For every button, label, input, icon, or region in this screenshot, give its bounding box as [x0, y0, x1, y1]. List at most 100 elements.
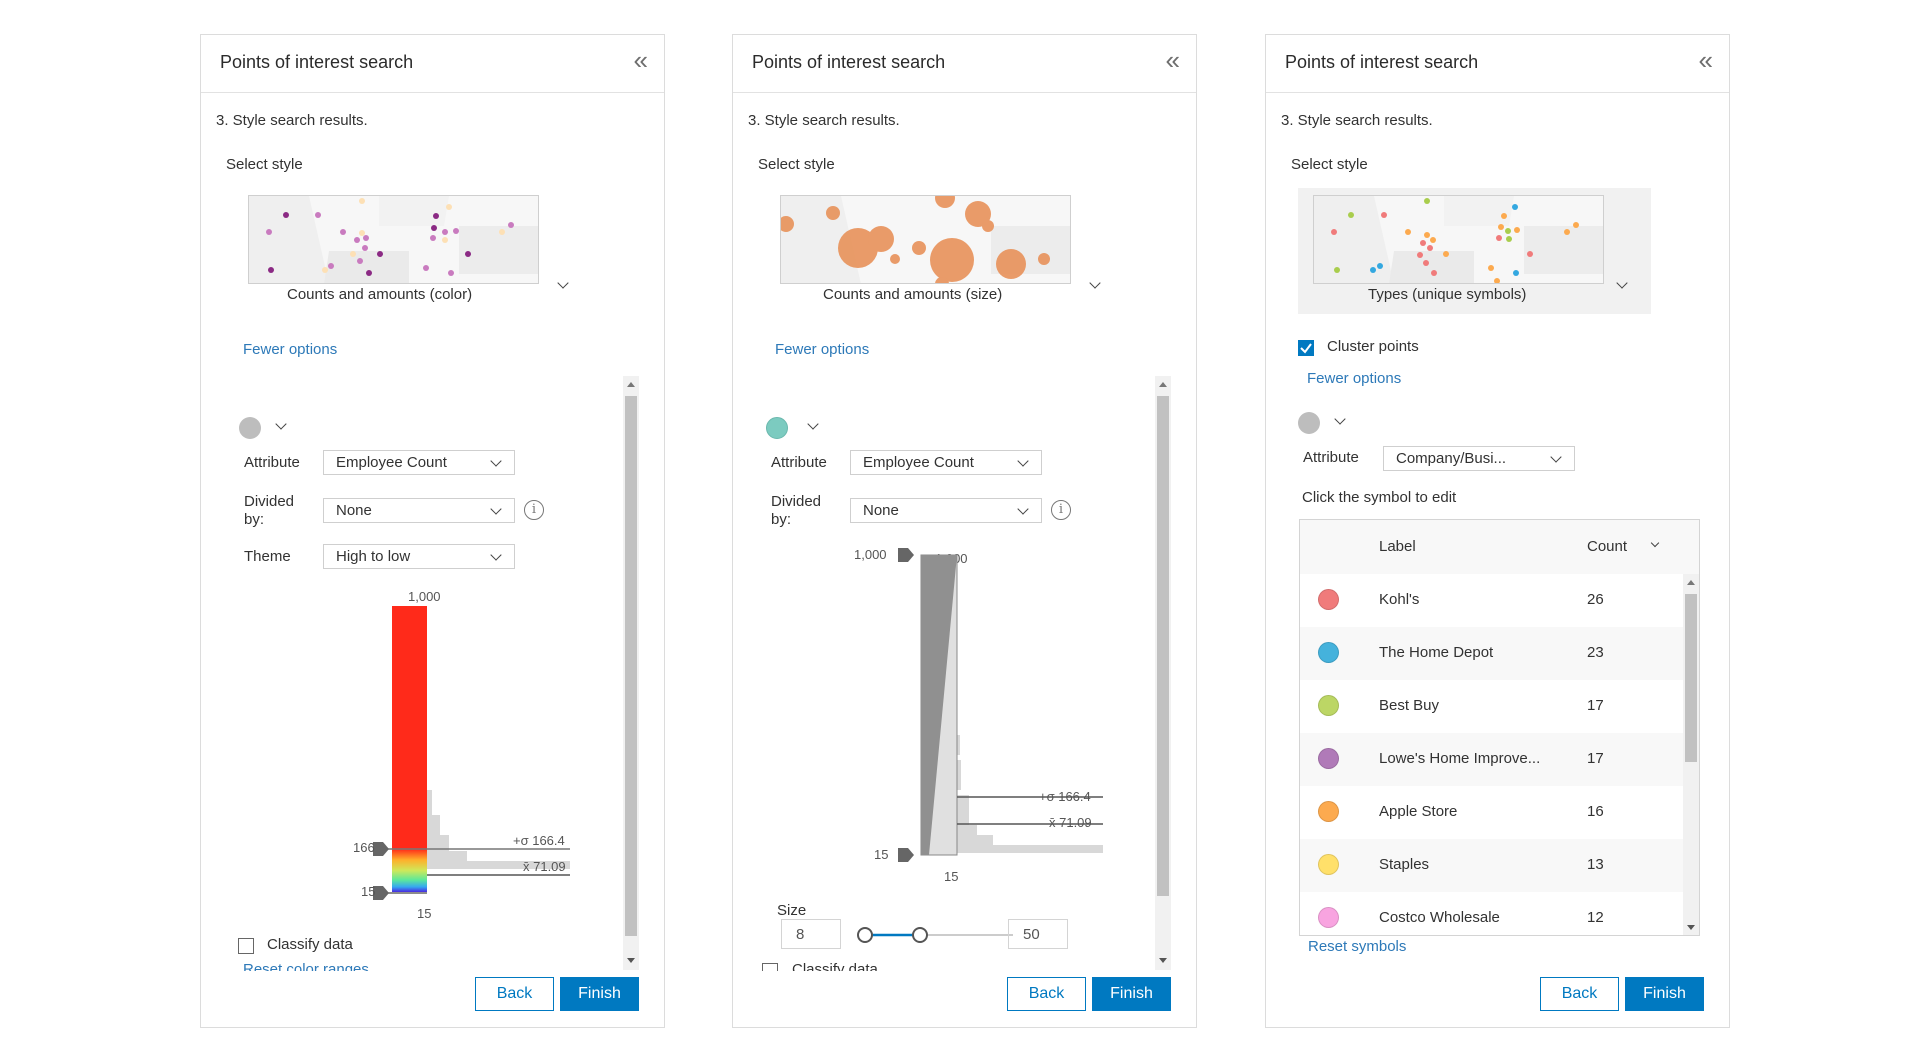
symbol-color-swatch[interactable] [1298, 412, 1320, 434]
slider-handle-high[interactable] [898, 548, 914, 562]
symbol-chevron-icon[interactable] [275, 418, 287, 430]
symbol-swatch[interactable] [1318, 642, 1339, 663]
scroll-up-icon[interactable] [1159, 382, 1167, 387]
panel-header: Points of interest search « [733, 35, 1196, 93]
scroll-down-icon[interactable] [627, 958, 635, 963]
scroll-up-icon[interactable] [627, 382, 635, 387]
finish-button[interactable]: Finish [560, 977, 639, 1011]
symbol-swatch[interactable] [1318, 589, 1339, 610]
chevron-down-icon [1017, 503, 1029, 515]
style-caption: Counts and amounts (size) [823, 286, 1003, 303]
slider-handle-low[interactable] [373, 886, 389, 900]
slider-min-label: 15 [417, 906, 432, 921]
fewer-options-link[interactable]: Fewer options [775, 341, 870, 358]
step-heading: 3. Style search results. [1281, 112, 1433, 129]
collapse-icon[interactable]: « [1165, 45, 1180, 75]
back-button[interactable]: Back [1540, 977, 1619, 1011]
table-row[interactable]: Best Buy 17 [1300, 680, 1683, 733]
attribute-label: Attribute [244, 454, 300, 471]
scroll-down-icon[interactable] [1687, 925, 1695, 930]
theme-select[interactable]: High to low [323, 544, 515, 569]
table-row[interactable]: Lowe's Home Improve... 17 [1300, 733, 1683, 786]
symbol-swatch[interactable] [1318, 907, 1339, 928]
fewer-options-link[interactable]: Fewer options [243, 341, 338, 358]
scrollbar[interactable] [1155, 376, 1171, 970]
divided-by-value: None [863, 502, 899, 519]
scrollbar-thumb[interactable] [625, 396, 637, 936]
size-label: Size [777, 902, 807, 919]
back-button[interactable]: Back [1007, 977, 1086, 1011]
table-scrollbar[interactable] [1683, 574, 1699, 935]
reset-symbols-link[interactable]: Reset symbols [1308, 938, 1407, 955]
row-count: 17 [1587, 750, 1604, 767]
fewer-options-link[interactable]: Fewer options [1307, 370, 1402, 387]
row-count: 17 [1587, 697, 1604, 714]
panel-header: Points of interest search « [1266, 35, 1729, 93]
symbol-swatch[interactable] [1318, 695, 1339, 716]
divided-by-select[interactable]: None [850, 498, 1042, 523]
scrollbar[interactable] [623, 376, 639, 970]
divided-by-select[interactable]: None [323, 498, 515, 523]
info-icon[interactable]: i [1051, 500, 1071, 520]
symbol-chevron-icon[interactable] [807, 418, 819, 430]
divided-by-label: Divided by: [244, 493, 295, 528]
size-range-slider[interactable] [853, 923, 1013, 947]
scroll-down-icon[interactable] [1159, 958, 1167, 963]
scrollbar-thumb[interactable] [1157, 396, 1169, 896]
collapse-icon[interactable]: « [1698, 45, 1713, 75]
scrollbar-thumb[interactable] [1685, 594, 1697, 762]
style-dropdown-chevron-icon[interactable] [1089, 277, 1101, 289]
attribute-value: Employee Count [863, 454, 974, 471]
reset-color-ranges-link[interactable]: Reset color ranges [243, 961, 369, 971]
slider-handle-low[interactable] [898, 848, 914, 862]
size-min-thumb[interactable] [857, 927, 873, 943]
scroll-up-icon[interactable] [1687, 580, 1695, 585]
symbol-color-swatch[interactable] [239, 417, 261, 439]
divided-by-label: Divided by: [771, 493, 822, 528]
attribute-select[interactable]: Company/Busi... [1383, 446, 1575, 471]
poi-panel-size: Points of interest search « 3. Style sea… [732, 34, 1197, 1028]
back-button[interactable]: Back [475, 977, 554, 1011]
histogram [427, 790, 570, 869]
handle-low-value: 15 [874, 847, 889, 862]
attribute-select[interactable]: Employee Count [323, 450, 515, 475]
table-row[interactable]: The Home Depot 23 [1300, 627, 1683, 680]
symbol-swatch[interactable] [1318, 801, 1339, 822]
symbol-swatch[interactable] [1318, 854, 1339, 875]
size-max-thumb[interactable] [912, 927, 928, 943]
table-row[interactable]: Staples 13 [1300, 839, 1683, 892]
row-label: Staples [1379, 856, 1430, 873]
slider-handle-high[interactable] [373, 842, 389, 856]
style-thumbnail-size[interactable] [778, 188, 1071, 291]
symbol-swatch[interactable] [1318, 748, 1339, 769]
cluster-points-checkbox[interactable] [1298, 340, 1314, 356]
collapse-icon[interactable]: « [633, 45, 648, 75]
options-scroll-area: Attribute Employee Count Divided by: Non… [733, 375, 1153, 971]
divided-by-value: None [336, 502, 372, 519]
table-row[interactable]: Apple Store 16 [1300, 786, 1683, 839]
step-heading: 3. Style search results. [748, 112, 900, 129]
count-column-header[interactable]: Count [1587, 538, 1628, 555]
info-icon[interactable]: i [524, 500, 544, 520]
classify-data-checkbox[interactable] [238, 938, 254, 954]
size-max-input[interactable]: 50 [1008, 919, 1068, 949]
style-thumbnail-color[interactable] [248, 195, 539, 284]
size-min-input[interactable]: 8 [781, 919, 841, 949]
style-thumbnail-types[interactable] [1313, 195, 1604, 284]
symbol-chevron-icon[interactable] [1334, 413, 1346, 425]
chevron-down-icon [490, 549, 502, 561]
style-dropdown-chevron-icon[interactable] [557, 277, 569, 289]
table-row[interactable]: Kohl's 26 [1300, 574, 1683, 627]
attribute-select[interactable]: Employee Count [850, 450, 1042, 475]
row-label: The Home Depot [1379, 644, 1494, 661]
chevron-down-icon [490, 503, 502, 515]
size-ramp-slider [898, 548, 1103, 862]
finish-button[interactable]: Finish [1625, 977, 1704, 1011]
mean-label: x̄ 71.09 [1049, 815, 1092, 830]
finish-button[interactable]: Finish [1092, 977, 1171, 1011]
table-row[interactable]: Costco Wholesale 12 [1300, 892, 1683, 935]
symbol-color-swatch[interactable] [766, 417, 788, 439]
sort-chevron-icon[interactable] [1650, 538, 1660, 548]
classify-data-checkbox[interactable] [762, 963, 778, 971]
attribute-value: Company/Busi... [1396, 450, 1507, 467]
